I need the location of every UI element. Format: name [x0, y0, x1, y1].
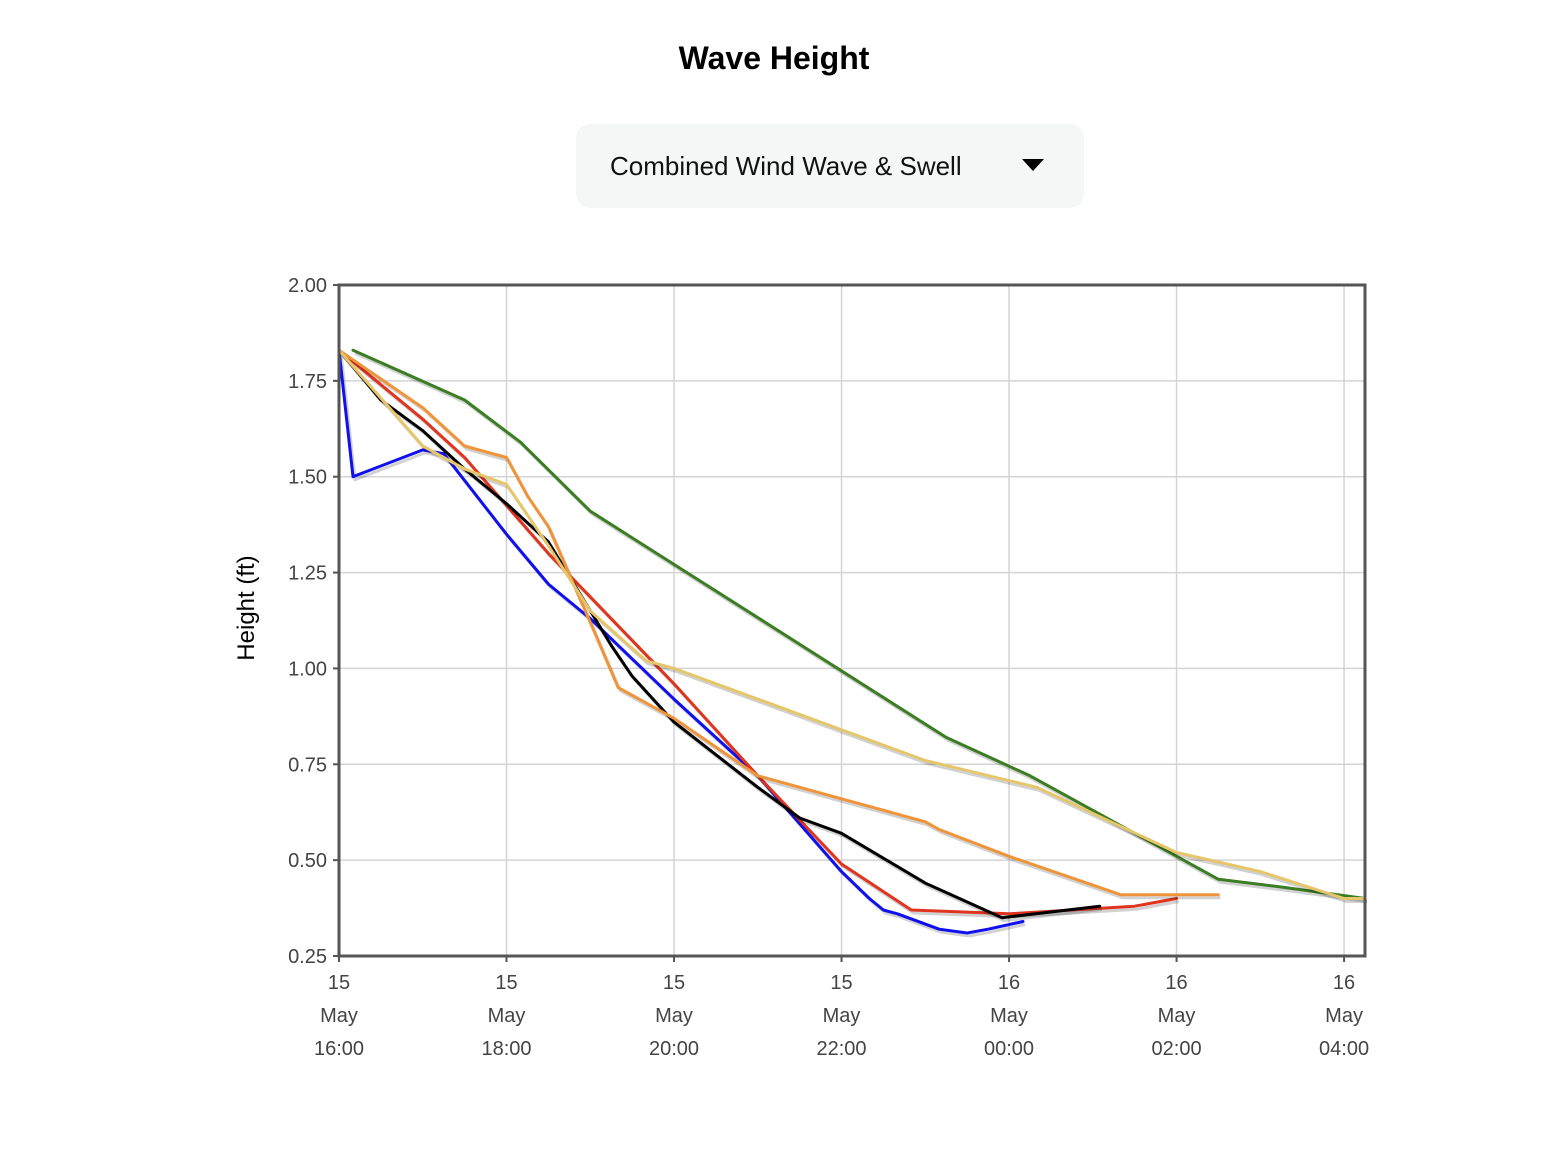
x-tick-month: May [1158, 1005, 1196, 1027]
x-tick-time: 18:00 [481, 1038, 531, 1060]
caret-down-icon[interactable] [1022, 159, 1044, 171]
x-tick-time: 16:00 [314, 1038, 364, 1060]
x-tick-time: 22:00 [816, 1038, 866, 1060]
x-tick-day: 16 [1165, 972, 1187, 994]
series-line-shadow [340, 351, 1221, 900]
x-tick-day: 16 [1333, 972, 1355, 994]
chart-series [337, 348, 1368, 938]
x-tick-day: 15 [663, 972, 685, 994]
y-axis-ticks: 2.00 1.75 1.50 1.25 1.00 0.75 0.50 0.25 [288, 275, 339, 968]
plot-frame [337, 283, 1367, 958]
x-tick-month: May [320, 1005, 358, 1027]
y-tick-label: 0.75 [288, 754, 327, 776]
series-line-5 [337, 348, 1220, 897]
series-line-3 [337, 348, 1179, 916]
x-tick-time: 20:00 [649, 1038, 699, 1060]
wave-type-select-value: Combined Wind Wave & Swell [610, 151, 962, 181]
chart-grid [338, 284, 1365, 957]
x-tick-day: 15 [830, 972, 852, 994]
y-tick-label: 1.50 [288, 467, 327, 489]
y-tick-label: 1.75 [288, 371, 327, 393]
x-tick-month: May [488, 1005, 526, 1027]
chart-title: Wave Height [678, 40, 870, 76]
wave-type-select[interactable]: Combined Wind Wave & Swell [576, 124, 1084, 208]
y-axis-label: Height (ft) [233, 555, 260, 660]
y-tick-label: 0.50 [288, 850, 327, 872]
y-tick-label: 1.25 [288, 563, 327, 585]
x-tick-month: May [823, 1005, 861, 1027]
series-line-shadow [339, 352, 1367, 903]
series-line-6 [337, 348, 1367, 900]
x-tick-time: 04:00 [1319, 1038, 1369, 1060]
x-tick-time: 00:00 [984, 1038, 1034, 1060]
x-tick-month: May [655, 1005, 693, 1027]
x-tick-month: May [990, 1005, 1028, 1027]
x-tick-time: 02:00 [1152, 1038, 1202, 1060]
y-tick-label: 0.25 [288, 946, 327, 968]
y-tick-label: 1.00 [288, 658, 327, 680]
y-tick-label: 2.00 [288, 275, 327, 297]
x-tick-day: 15 [328, 972, 350, 994]
x-tick-day: 16 [998, 972, 1020, 994]
x-axis-ticks: 15 May 16:00 15 May 18:00 15 May 20:00 15 May 22:00… [314, 956, 1369, 1060]
series-line-1 [351, 348, 1367, 900]
series-line-shadow [340, 352, 1179, 919]
x-tick-day: 15 [495, 972, 517, 994]
x-tick-month: May [1325, 1005, 1363, 1027]
series-line-4 [337, 348, 1102, 920]
